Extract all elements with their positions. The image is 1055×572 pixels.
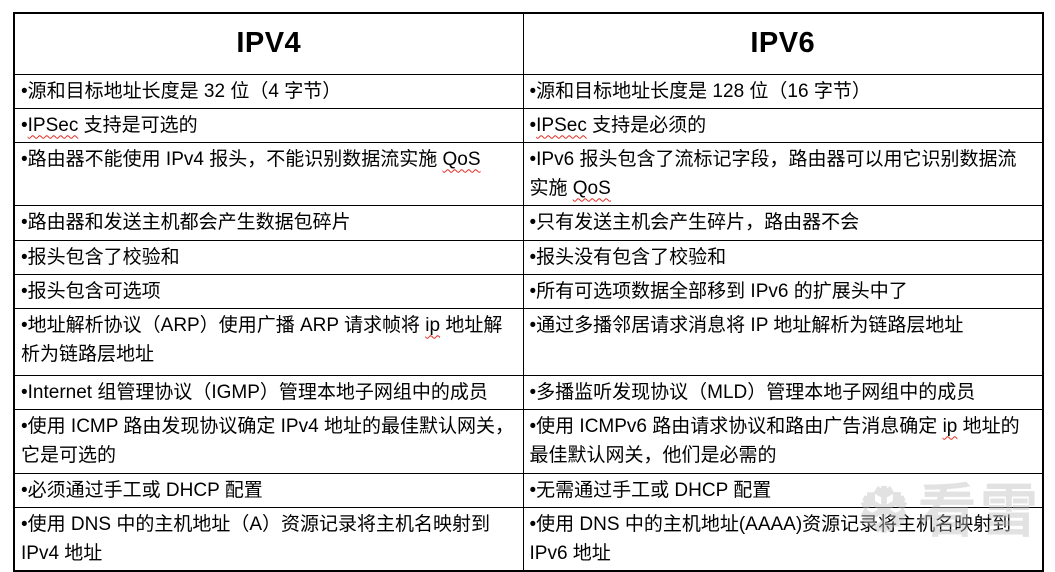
text-segment: •报头包含可选项 [21, 280, 161, 302]
ipv4-cell: •使用 ICMP 路由发现协议确定 IPv4 地址的最佳默认网关，它是可选的 [13, 408, 524, 474]
header-ipv6: IPV6 [522, 12, 1044, 75]
text-segment: • [21, 114, 28, 136]
text-segment: • [529, 114, 537, 136]
ipv6-cell: •所有可选项数据全部移到 IPv6 的扩展头中了 [522, 273, 1044, 309]
ipv4-cell: •路由器和发送主机都会产生数据包碎片 [13, 204, 524, 241]
text-segment: •路由器和发送主机都会产生数据包碎片 [21, 211, 351, 233]
misspelled-word: ip [425, 314, 441, 336]
text-segment: •所有可选项数据全部移到 IPv6 的扩展头中了 [529, 280, 908, 302]
ipv6-cell: •源和目标地址长度是 128 位（16 字节） [522, 73, 1044, 109]
text-segment: •报头没有包含了校验和 [529, 246, 727, 268]
table-row: •源和目标地址长度是 32 位（4 字节） •源和目标地址长度是 128 位（16… [13, 73, 1044, 109]
text-segment: 支持是必须的 [586, 114, 707, 136]
table-row: •Internet 组管理协议（IGMP）管理本地子网组中的成员 •多播监听发现协… [13, 374, 1044, 410]
ipv6-cell: •无需通过手工或 DHCP 配置 [522, 472, 1044, 508]
text-segment: •无需通过手工或 DHCP 配置 [529, 479, 772, 501]
text-segment: •使用 ICMP 路由发现协议确定 IPv4 地址的最佳默认网关，它是可选的 [21, 415, 514, 466]
text-segment: •通过多播邻居请求消息将 IP 地址解析为链路层地址 [529, 314, 964, 336]
table-row: •地址解析协议（ARP）使用广播 ARP 请求帧将 ip 地址解析为链路层地址 •… [13, 307, 1044, 376]
text-segment: 地址的最佳默认网关，他们是必需的 [529, 415, 1020, 466]
ipv4-cell: •使用 DNS 中的主机地址（A）资源记录将主机名映射到 IPv4 地址 [13, 506, 524, 571]
text-segment: •使用 DNS 中的主机地址（A）资源记录将主机名映射到 IPv4 地址 [21, 513, 490, 564]
table-row: •使用 DNS 中的主机地址（A）资源记录将主机名映射到 IPv4 地址 •使用 … [13, 506, 1044, 571]
ipv4-cell: •源和目标地址长度是 32 位（4 字节） [13, 73, 524, 109]
table-row: •必须通过手工或 DHCP 配置 •无需通过手工或 DHCP 配置 [13, 472, 1044, 508]
misspelled-word: IPSec [536, 114, 587, 136]
text-segment: •使用 DNS 中的主机地址(AAAA)资源记录将主机名映射到 IPv6 地址 [529, 513, 1012, 564]
ipv6-cell: •IPSec 支持是必须的 [522, 107, 1044, 143]
ipv6-cell: •使用 ICMPv6 路由请求协议和路由广告消息确定 ip 地址的最佳默认网关，… [522, 408, 1044, 474]
text-segment: •路由器不能使用 IPv4 报头，不能识别数据流实施 [21, 148, 443, 170]
ipv6-cell: •只有发送主机会产生碎片，路由器不会 [522, 204, 1044, 241]
text-segment: •源和目标地址长度是 128 位（16 字节） [529, 80, 871, 102]
table-row: •使用 ICMP 路由发现协议确定 IPv4 地址的最佳默认网关，它是可选的 •使… [13, 408, 1044, 474]
text-segment: 地址解析为链路层地址 [21, 314, 503, 365]
ipv6-cell: •IPv6 报头包含了流标记字段，路由器可以用它识别数据流实施 QoS [522, 141, 1044, 206]
text-segment: •使用 ICMPv6 路由请求协议和路由广告消息确定 [529, 415, 943, 437]
text-segment: •报头包含了校验和 [21, 246, 180, 268]
ipv4-cell: •报头包含可选项 [13, 273, 524, 309]
text-segment: •IPv6 报头包含了流标记字段，路由器可以用它识别数据流实施 [529, 148, 1017, 199]
table-row: •报头包含了校验和 •报头没有包含了校验和 [13, 239, 1044, 275]
header-ipv4: IPV4 [13, 12, 524, 75]
ipv6-cell: •多播监听发现协议（MLD）管理本地子网组中的成员 [522, 374, 1044, 410]
text-segment: 支持是可选的 [78, 114, 198, 136]
ipv4-cell: •报头包含了校验和 [13, 239, 524, 275]
table-row: •IPSec 支持是可选的 •IPSec 支持是必须的 [13, 107, 1044, 143]
table-row: •报头包含可选项 •所有可选项数据全部移到 IPv6 的扩展头中了 [13, 273, 1044, 309]
text-segment: •Internet 组管理协议（IGMP）管理本地子网组中的成员 [21, 381, 488, 403]
ipv4-cell: •必须通过手工或 DHCP 配置 [13, 472, 524, 508]
header-row: IPV4 IPV6 [13, 12, 1044, 75]
ipv4-cell: •Internet 组管理协议（IGMP）管理本地子网组中的成员 [13, 374, 524, 410]
text-segment: •源和目标地址长度是 32 位（4 字节） [21, 80, 342, 102]
misspelled-word: IPSec [27, 114, 79, 136]
ipv6-cell: •使用 DNS 中的主机地址(AAAA)资源记录将主机名映射到 IPv6 地址 [522, 506, 1044, 571]
ipv4-cell: •路由器不能使用 IPv4 报头，不能识别数据流实施 QoS [13, 141, 524, 206]
table-row: •路由器不能使用 IPv4 报头，不能识别数据流实施 QoS •IPv6 报头包含… [13, 141, 1044, 206]
misspelled-word: QoS [572, 177, 611, 199]
ipv6-cell: •通过多播邻居请求消息将 IP 地址解析为链路层地址 [522, 307, 1044, 376]
text-segment: •必须通过手工或 DHCP 配置 [21, 479, 263, 501]
ipv4-cell: •IPSec 支持是可选的 [13, 107, 524, 143]
misspelled-word: ip [942, 415, 958, 437]
misspelled-word: QoS [442, 148, 481, 170]
ipv4-ipv6-comparison-table: IPV4 IPV6 •源和目标地址长度是 32 位（4 字节） •源和目标地址长度… [13, 12, 1044, 572]
ipv6-cell: •报头没有包含了校验和 [522, 239, 1044, 275]
text-segment: •地址解析协议（ARP）使用广播 ARP 请求帧将 [21, 314, 426, 336]
text-segment: •多播监听发现协议（MLD）管理本地子网组中的成员 [529, 381, 976, 403]
ipv4-cell: •地址解析协议（ARP）使用广播 ARP 请求帧将 ip 地址解析为链路层地址 [13, 307, 524, 376]
text-segment: •只有发送主机会产生碎片，路由器不会 [529, 211, 860, 233]
table-row: •路由器和发送主机都会产生数据包碎片 •只有发送主机会产生碎片，路由器不会 [13, 204, 1044, 241]
